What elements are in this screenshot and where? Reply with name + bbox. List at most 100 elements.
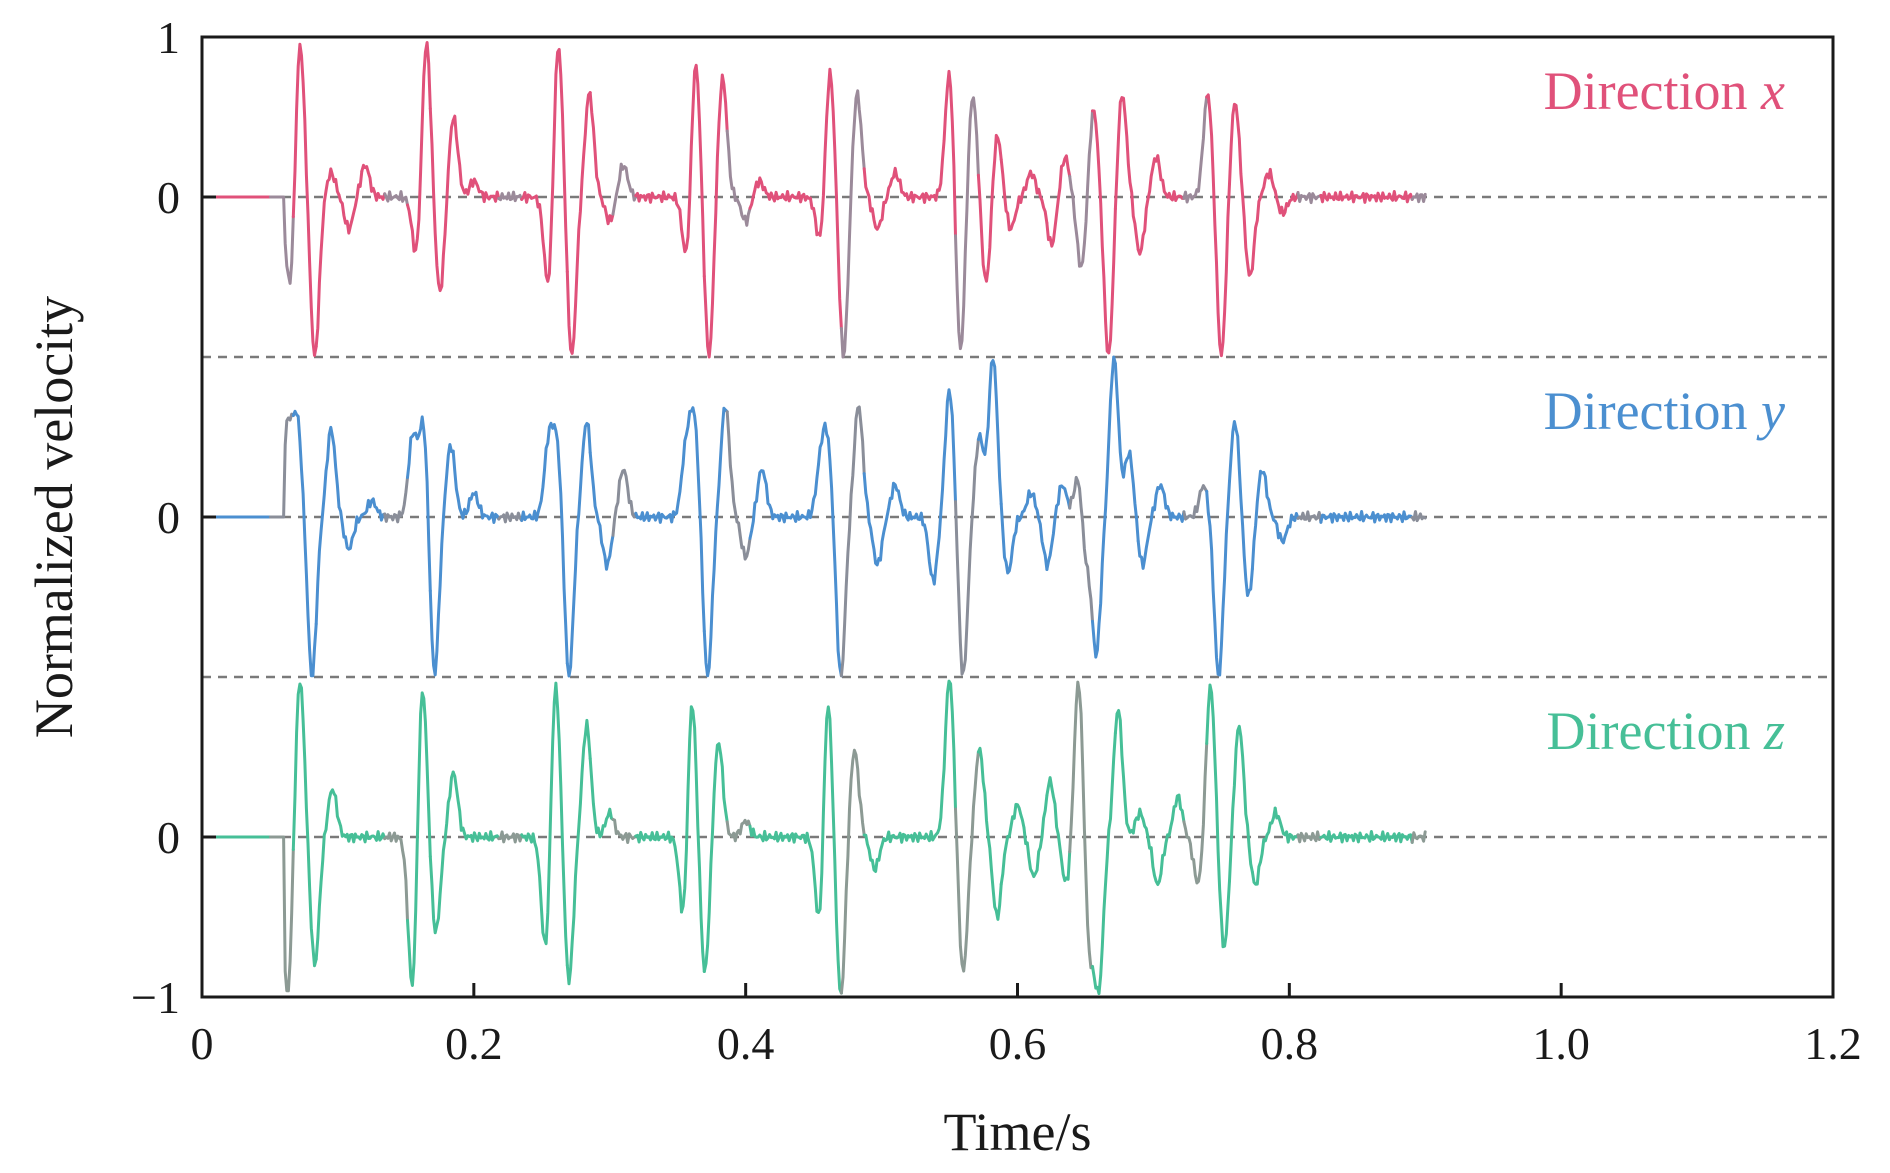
trace-x-segment-26 — [794, 191, 820, 237]
trace-z-segment-49 — [1319, 830, 1346, 844]
trace-x-segment-10 — [428, 107, 455, 293]
trace-y-segment-36 — [1022, 489, 1049, 571]
trace-z-segment-46 — [1250, 806, 1277, 886]
trace-x-segment-28 — [839, 89, 866, 359]
x-tick-label-2: 0.4 — [717, 1018, 775, 1069]
y-tick-label-1: 0 — [157, 172, 180, 223]
trace-y-segment-47 — [1273, 512, 1300, 545]
trace-z-segment-30 — [885, 830, 912, 844]
x-tick-label-6: 1.2 — [1804, 1018, 1862, 1069]
x-tick-label-0: 0 — [191, 1018, 214, 1069]
trace-x-segment-36 — [1022, 169, 1049, 225]
x-axis-title: Time/s — [943, 1102, 1091, 1162]
trace-y-segment-9 — [406, 415, 432, 593]
trace-z-segment-32 — [931, 679, 957, 842]
trace-y-segment-45 — [1228, 420, 1254, 597]
y-tick-label-4: −1 — [131, 972, 180, 1023]
trace-y-segment-35 — [999, 502, 1026, 575]
trace-x-segment-5 — [314, 167, 341, 348]
series-label-letter-z: z — [1763, 701, 1785, 761]
trace-z-segment-22 — [702, 742, 729, 973]
trace-y-segment-52 — [1387, 510, 1414, 524]
trace-x-segment-42 — [1159, 178, 1186, 202]
trace-z-segment-42 — [1159, 793, 1186, 875]
trace-x-segment-25 — [771, 190, 798, 203]
trace-y-segment-28 — [839, 405, 866, 678]
trace-y-segment-37 — [1045, 484, 1072, 571]
trace-z-segment-18 — [611, 818, 638, 844]
trace-y-segment-30 — [885, 481, 912, 522]
trace-x-segment-44 — [1205, 93, 1231, 358]
trace-y-segment-23 — [725, 410, 752, 561]
trace-y-segment-7 — [360, 497, 387, 522]
y-tick-label-0: 1 — [157, 12, 180, 63]
trace-z-segment-44 — [1205, 683, 1231, 949]
trace-y-segment-11 — [451, 449, 478, 520]
trace-z-segment-5 — [314, 788, 341, 961]
trace-x-segment-31 — [908, 190, 935, 204]
trace-z-segment-11 — [451, 770, 478, 843]
trace-x-segment-53 — [1410, 192, 1427, 204]
trace-x-segment-47 — [1273, 189, 1300, 217]
trace-z-segment-24 — [748, 824, 775, 843]
trace-z-segment-29 — [862, 833, 889, 873]
trace-x-segment-21 — [680, 63, 706, 278]
trace-x-segment-45 — [1228, 102, 1254, 277]
trace-x-segment-8 — [383, 190, 409, 207]
trace-z-segment-23 — [725, 818, 752, 843]
trace-x-segment-7 — [360, 163, 387, 202]
trace-y-segment-29 — [862, 472, 889, 567]
trace-x-segment-52 — [1387, 190, 1414, 204]
x-tick-label-1: 0.2 — [445, 1018, 503, 1069]
trace-x-segment-16 — [565, 91, 592, 355]
x-tick-label-5: 1.0 — [1532, 1018, 1590, 1069]
trace-z-segment-15 — [543, 681, 569, 967]
trace-y-segment-24 — [748, 469, 775, 540]
trace-z-segment-12 — [474, 830, 501, 843]
trace-x-segment-48 — [1296, 191, 1323, 205]
trace-z-segment-47 — [1273, 806, 1300, 844]
trace-y-segment-38 — [1068, 475, 1094, 623]
x-tick-label-3: 0.6 — [989, 1018, 1047, 1069]
velocity-traces — [200, 41, 1427, 996]
trace-x-segment-3 — [269, 195, 295, 285]
trace-y-segment-53 — [1410, 510, 1427, 523]
series-label-word-z: Direction — [1547, 701, 1764, 761]
x-tick-label-4: 0.8 — [1261, 1018, 1319, 1069]
trace-y-segment-19 — [634, 511, 661, 523]
trace-y-segment-21 — [680, 406, 706, 633]
trace-y-segment-49 — [1319, 512, 1346, 524]
trace-y-segment-51 — [1365, 511, 1391, 524]
trace-y-segment-10 — [428, 443, 455, 677]
trace-z-segment-7 — [360, 830, 387, 844]
trace-z-segment-17 — [588, 757, 615, 839]
trace-z-segment-53 — [1410, 830, 1427, 844]
trace-y-segment-13 — [497, 511, 524, 524]
trace-x-segment-13 — [497, 190, 524, 203]
trace-x-segment-38 — [1068, 109, 1094, 268]
trace-x-segment-6 — [337, 169, 364, 235]
trace-y-segment-3 — [269, 412, 295, 519]
trace-z-segment-8 — [383, 831, 409, 922]
axis-ticks — [200, 35, 1835, 999]
trace-z-segment-52 — [1387, 832, 1414, 844]
trace-y-segment-40 — [1113, 362, 1140, 543]
trace-z-segment-31 — [908, 830, 935, 843]
y-tick-label-2: 0 — [157, 492, 180, 543]
trace-y-segment-15 — [543, 421, 569, 665]
trace-z-segment-14 — [520, 832, 546, 941]
trace-z-segment-26 — [794, 831, 820, 914]
trace-z-segment-40 — [1113, 709, 1140, 835]
trace-y-segment-20 — [657, 474, 683, 524]
trace-z-segment-25 — [771, 830, 798, 844]
trace-y-segment-34 — [976, 359, 1003, 506]
trace-x-segment-34 — [976, 133, 1003, 283]
trace-z-segment-13 — [497, 830, 524, 844]
trace-x-segment-37 — [1045, 154, 1072, 248]
trace-z-segment-41 — [1136, 807, 1163, 886]
trace-y-segment-43 — [1182, 484, 1209, 521]
trace-y-segment-6 — [337, 505, 364, 551]
trace-x-segment-32 — [931, 69, 957, 238]
trace-y-segment-48 — [1296, 510, 1323, 524]
